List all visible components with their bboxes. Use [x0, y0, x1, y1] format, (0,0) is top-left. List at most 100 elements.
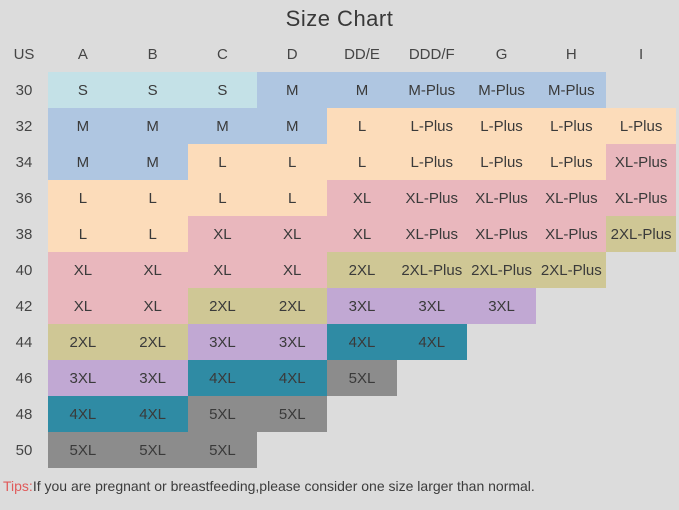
size-cell: [536, 360, 606, 396]
size-cell: L-Plus: [396, 144, 467, 180]
size-cell: [397, 432, 467, 468]
size-cell: XL: [187, 216, 258, 252]
size-cell: [606, 432, 676, 468]
size-cell: L: [48, 180, 118, 216]
size-cell: L: [327, 108, 397, 144]
size-cell: L-Plus: [466, 108, 537, 144]
size-cell: XL-Plus: [536, 180, 607, 216]
size-cell: [536, 432, 606, 468]
size-cell: 3XL: [187, 324, 258, 360]
column-header-c: C: [217, 45, 228, 63]
size-cell: XL: [327, 180, 397, 216]
size-cell: [327, 396, 397, 432]
size-cell: L-Plus: [536, 144, 607, 180]
size-cell: [536, 324, 606, 360]
size-cell: XL: [117, 252, 188, 288]
size-cell: 2XL-Plus: [466, 252, 537, 288]
size-cell: L: [117, 216, 188, 252]
size-cell: 2XL: [327, 252, 397, 288]
size-cell: 5XL: [327, 360, 397, 396]
size-cell: [606, 288, 676, 324]
size-cell: S: [187, 72, 258, 108]
size-cell: 3XL: [466, 288, 537, 324]
size-cell: 2XL: [117, 324, 188, 360]
size-cell: XL-Plus: [396, 216, 467, 252]
column-header-h: H: [565, 45, 577, 63]
size-cell: 2XL: [187, 288, 258, 324]
size-cell: XL: [48, 252, 118, 288]
size-cell: 5XL: [187, 396, 258, 432]
size-cell: 4XL: [187, 360, 258, 396]
size-cell: [536, 396, 606, 432]
size-cell: [467, 360, 537, 396]
size-cell: 4XL: [117, 396, 188, 432]
size-cell: L-Plus: [466, 144, 537, 180]
size-cell: L: [187, 144, 258, 180]
size-cell: L: [187, 180, 258, 216]
page-title: Size Chart: [285, 6, 394, 31]
size-cell: XL: [48, 288, 118, 324]
size-cell: M: [257, 72, 328, 108]
column-header-a: A: [77, 45, 88, 63]
size-cell: 4XL: [48, 396, 118, 432]
size-cell: M-Plus: [536, 72, 607, 108]
column-header-b: B: [147, 45, 158, 63]
tips-note: Tips:If you are pregnant or breastfeedin…: [3, 478, 535, 494]
size-cell: 5XL: [187, 432, 258, 468]
size-cell: L-Plus: [396, 108, 467, 144]
size-cell: M: [48, 144, 118, 180]
size-cell: M: [257, 108, 328, 144]
size-cell: 4XL: [396, 324, 467, 360]
column-header-dd-e: DD/E: [344, 45, 380, 63]
size-cell: [397, 360, 467, 396]
size-cell: 2XL-Plus: [606, 216, 676, 252]
size-cell: 3XL: [257, 324, 328, 360]
size-cell: 2XL-Plus: [536, 252, 607, 288]
size-cell: L: [117, 180, 188, 216]
size-cell: 4XL: [257, 360, 328, 396]
column-header-g: G: [495, 45, 508, 63]
size-cell: [606, 360, 676, 396]
size-cell: L-Plus: [536, 108, 607, 144]
size-cell: XL: [117, 288, 188, 324]
size-cell: M: [117, 108, 188, 144]
size-cell: [467, 396, 537, 432]
row-label-36: 36: [15, 189, 33, 207]
size-cell: [536, 288, 606, 324]
column-header-ddd-f: DDD/F: [408, 45, 455, 63]
size-cell: L: [327, 144, 397, 180]
size-cell: 2XL: [257, 288, 328, 324]
size-cell: [467, 324, 537, 360]
column-header-i: I: [639, 45, 644, 63]
size-cell: XL-Plus: [466, 216, 537, 252]
size-cell: L: [48, 216, 118, 252]
size-cell: M: [48, 108, 118, 144]
size-cell: M: [117, 144, 188, 180]
size-cell: XL-Plus: [536, 216, 607, 252]
size-cell: S: [117, 72, 188, 108]
row-label-38: 38: [15, 225, 33, 243]
size-cell: [606, 252, 676, 288]
size-cell: [606, 72, 676, 108]
row-label-34: 34: [15, 153, 33, 171]
row-label-50: 50: [15, 441, 33, 459]
size-cell: L-Plus: [606, 108, 676, 144]
size-cell: XL: [327, 216, 397, 252]
row-label-32: 32: [15, 117, 33, 135]
tips-label: Tips:: [3, 478, 33, 494]
size-cell: 3XL: [327, 288, 397, 324]
size-cell: XL-Plus: [606, 180, 676, 216]
size-cell: 3XL: [117, 360, 188, 396]
row-label-44: 44: [15, 333, 33, 351]
size-cell: XL-Plus: [466, 180, 537, 216]
size-cell: XL: [257, 252, 328, 288]
size-cell: XL: [257, 216, 328, 252]
size-cell: M-Plus: [396, 72, 467, 108]
size-cell: 2XL: [48, 324, 118, 360]
row-label-46: 46: [15, 369, 33, 387]
size-cell: [606, 324, 676, 360]
size-cell: L: [257, 144, 328, 180]
size-cell: 5XL: [48, 432, 118, 468]
size-cell: [257, 432, 327, 468]
row-label-42: 42: [15, 297, 33, 315]
